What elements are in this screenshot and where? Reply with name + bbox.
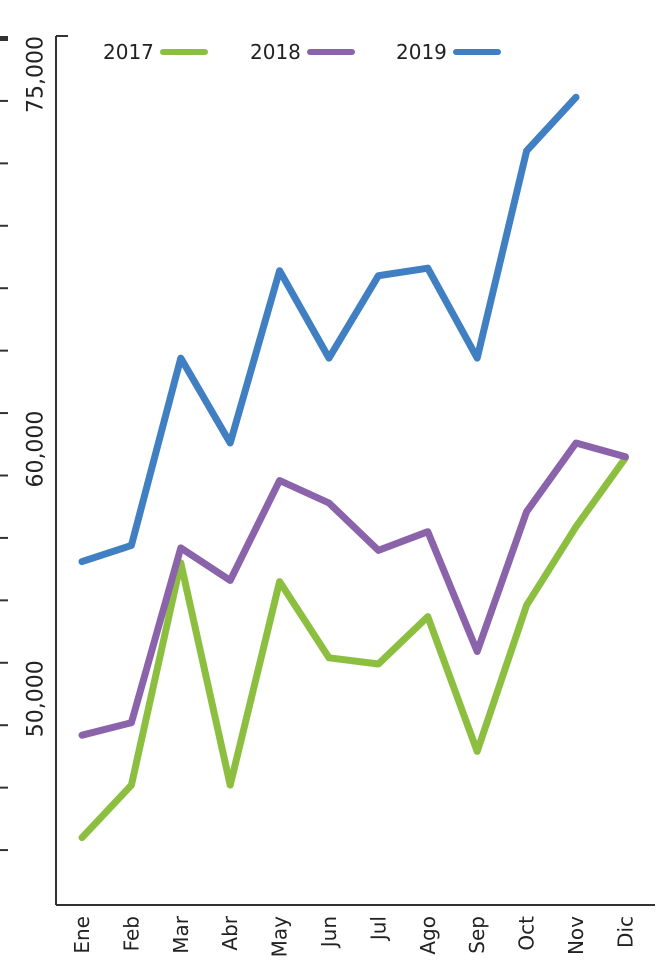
y-tick-label: 50,000: [24, 660, 49, 737]
y-tick-labels: 75,000 60,000 50,000: [24, 36, 49, 737]
x-tick-label: Jun: [317, 916, 341, 949]
series-line-2017: [78, 454, 629, 842]
x-tick-label: Oct: [515, 916, 539, 951]
series-line-2019: [78, 93, 580, 566]
legend-label-2019: 2019: [396, 40, 447, 64]
series-lines: [78, 93, 629, 842]
x-tick-label: Dic: [613, 916, 637, 948]
y-tick-label: 75,000: [24, 36, 49, 113]
axes: [55, 35, 655, 906]
series-line-2018: [78, 439, 629, 739]
x-tick-label: Abr: [218, 915, 242, 950]
x-tick-label: Feb: [119, 916, 143, 951]
legend-label-2018: 2018: [250, 40, 301, 64]
y-tick-label: 60,000: [24, 411, 49, 488]
x-tick-label: Jul: [366, 916, 390, 942]
x-tick-label: May: [268, 916, 292, 958]
x-tick-labels: Ene Feb Mar Abr May Jun Jul Ago Sep Oct Nov Dic: [70, 915, 637, 957]
x-tick-label: Nov: [564, 916, 588, 955]
legend-label-2017: 2017: [103, 40, 154, 64]
x-tick-label: Mar: [169, 915, 193, 954]
x-tick-label: Sep: [465, 916, 489, 954]
x-tick-label: Ene: [70, 916, 94, 954]
x-tick-label: Ago: [416, 916, 440, 955]
legend: 2017 2018 2019: [103, 40, 501, 64]
y-minor-ticks: [0, 35, 8, 852]
